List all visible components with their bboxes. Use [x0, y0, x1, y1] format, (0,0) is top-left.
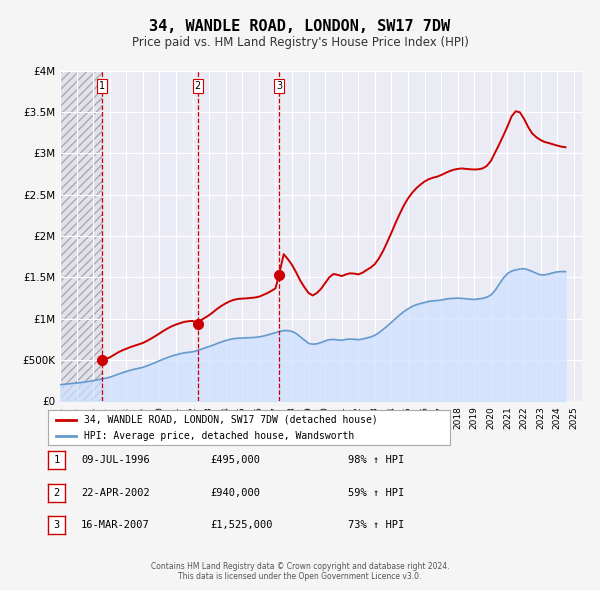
Text: £940,000: £940,000: [210, 488, 260, 497]
Text: 34, WANDLE ROAD, LONDON, SW17 7DW (detached house): 34, WANDLE ROAD, LONDON, SW17 7DW (detac…: [84, 415, 378, 425]
Bar: [60, 71, 102, 401]
Text: 1: 1: [53, 455, 59, 465]
Text: 73% ↑ HPI: 73% ↑ HPI: [348, 520, 404, 530]
Text: Price paid vs. HM Land Registry's House Price Index (HPI): Price paid vs. HM Land Registry's House …: [131, 36, 469, 49]
Text: 09-JUL-1996: 09-JUL-1996: [81, 455, 150, 465]
Text: £1,525,000: £1,525,000: [210, 520, 272, 530]
Text: 59% ↑ HPI: 59% ↑ HPI: [348, 488, 404, 497]
Text: 16-MAR-2007: 16-MAR-2007: [81, 520, 150, 530]
Text: 1: 1: [98, 81, 105, 91]
Text: 3: 3: [276, 81, 282, 91]
Text: Contains HM Land Registry data © Crown copyright and database right 2024.
This d: Contains HM Land Registry data © Crown c…: [151, 562, 449, 581]
Text: 2: 2: [194, 81, 201, 91]
Text: 34, WANDLE ROAD, LONDON, SW17 7DW: 34, WANDLE ROAD, LONDON, SW17 7DW: [149, 19, 451, 34]
Text: 2: 2: [53, 488, 59, 497]
Text: £495,000: £495,000: [210, 455, 260, 465]
Text: 22-APR-2002: 22-APR-2002: [81, 488, 150, 497]
Text: HPI: Average price, detached house, Wandsworth: HPI: Average price, detached house, Wand…: [84, 431, 355, 441]
Text: 3: 3: [53, 520, 59, 530]
Text: 98% ↑ HPI: 98% ↑ HPI: [348, 455, 404, 465]
